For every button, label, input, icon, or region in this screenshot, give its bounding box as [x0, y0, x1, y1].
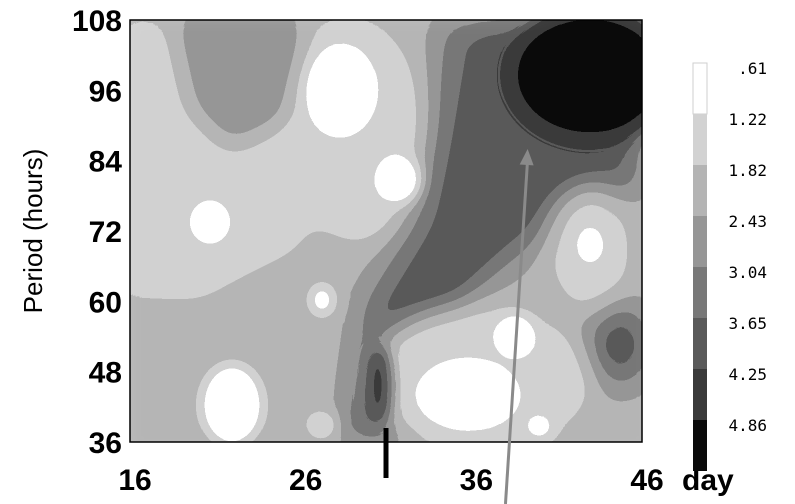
colorbar-label: 1.82	[728, 161, 767, 180]
y-tick-label: 36	[89, 427, 122, 460]
x-tick-label: 46	[630, 464, 663, 497]
colorbar-label: 1.22	[728, 110, 767, 129]
x-tick-labels: 16 26 36 46	[118, 464, 663, 497]
y-axis-label: Period (hours)	[18, 149, 48, 314]
colorbar-swatch	[693, 216, 707, 267]
y-tick-label: 108	[72, 5, 122, 38]
colorbar: .61 1.22 1.82 2.43 3.04 3.65 4.25 4.86	[692, 59, 767, 471]
colorbar-swatch	[693, 420, 707, 471]
y-tick-label: 84	[89, 146, 123, 179]
arrow-shaft	[503, 158, 530, 504]
contour-field	[130, 20, 642, 442]
arrow-head	[519, 148, 534, 166]
colorbar-swatch	[693, 318, 707, 369]
y-tick-labels: 36 48 60 72 84 96 108	[72, 5, 122, 460]
colorbar-swatch	[693, 369, 707, 420]
x-tick-label: 16	[118, 464, 151, 497]
y-tick-label: 72	[89, 216, 122, 249]
colorbar-label: 3.65	[728, 314, 767, 333]
colorbar-label: 4.25	[728, 365, 767, 384]
colorbar-label: 2.43	[728, 212, 767, 231]
x-tick-label: 36	[460, 464, 493, 497]
y-tick-label: 96	[89, 75, 122, 108]
x-tick-label: 26	[289, 464, 322, 497]
colorbar-label: 3.04	[728, 263, 767, 282]
colorbar-label: 4.86	[728, 416, 767, 435]
colorbar-swatch	[693, 114, 707, 165]
y-tick-label: 60	[89, 286, 122, 319]
colorbar-swatch	[693, 165, 707, 216]
colorbar-swatch	[692, 62, 708, 115]
colorbar-label: .61	[738, 59, 767, 78]
colorbar-swatch	[693, 267, 707, 318]
annotations	[383, 148, 534, 504]
x-axis-label: day	[682, 464, 734, 497]
y-tick-label: 48	[89, 357, 122, 390]
